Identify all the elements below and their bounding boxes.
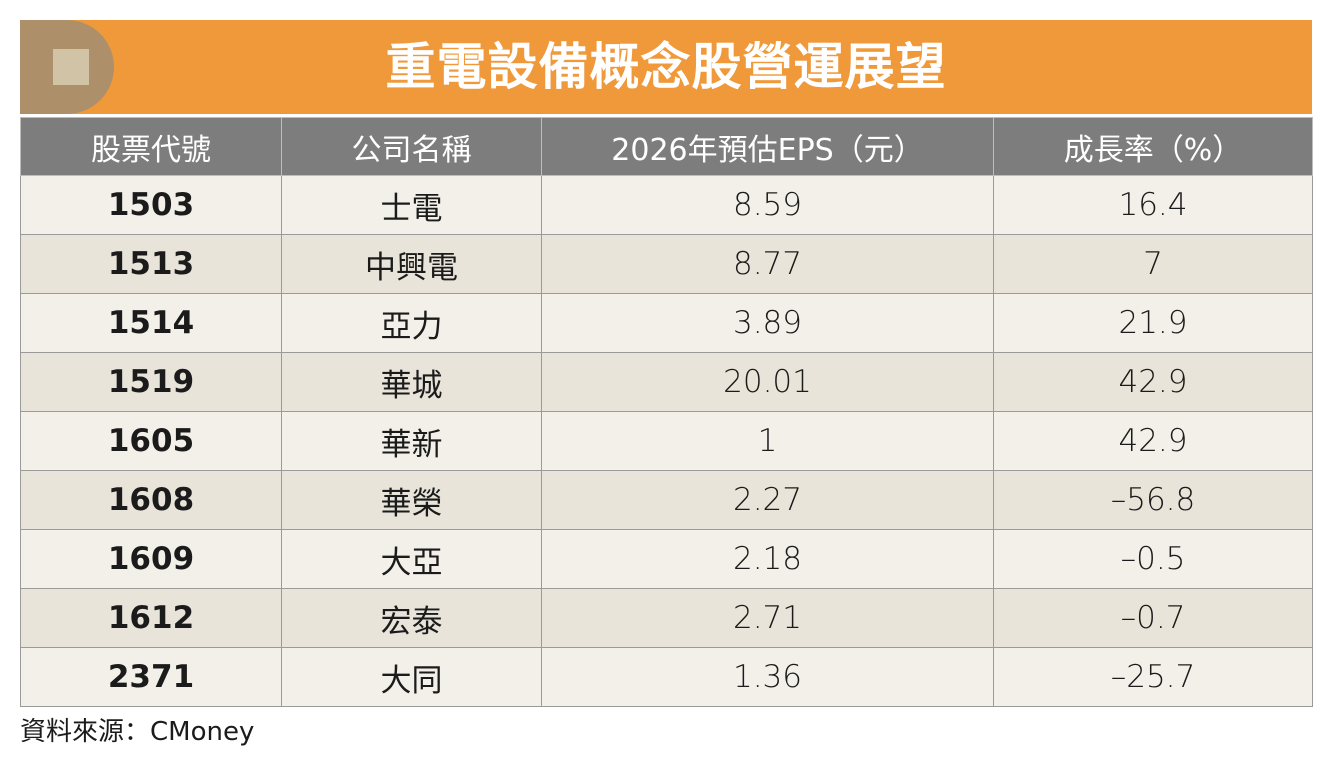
eps-cell: 2.18 <box>541 529 994 589</box>
eps-cell: 1 <box>541 411 994 471</box>
company-name-cell: 華新 <box>281 411 542 471</box>
eps-cell: 2.71 <box>541 588 994 648</box>
title-banner: 重電設備概念股營運展望 <box>20 20 1312 114</box>
stock-code-cell: 1503 <box>20 175 282 235</box>
company-name-cell: 華城 <box>281 352 542 412</box>
column-header-eps-estimate: 2026年預估EPS（元） <box>541 117 994 176</box>
table-header-row: 股票代號 公司名稱 2026年預估EPS（元） 成長率（%） <box>20 117 1313 176</box>
square-icon <box>53 49 89 85</box>
stock-code-cell: 1519 <box>20 352 282 412</box>
table-row: 1519 華城 20.01 42.9 <box>20 352 1313 412</box>
growth-cell: –25.7 <box>993 647 1313 707</box>
stock-code-cell: 1605 <box>20 411 282 471</box>
stock-code-cell: 1608 <box>20 470 282 530</box>
table-row: 1513 中興電 8.77 7 <box>20 234 1313 294</box>
company-name-cell: 大亞 <box>281 529 542 589</box>
source-note: 資料來源：CMoney <box>20 717 255 747</box>
eps-cell: 1.36 <box>541 647 994 707</box>
growth-cell: 21.9 <box>993 293 1313 353</box>
growth-cell: –0.7 <box>993 588 1313 648</box>
stock-code-cell: 1513 <box>20 234 282 294</box>
growth-cell: 7 <box>993 234 1313 294</box>
table-row: 2371 大同 1.36 –25.7 <box>20 647 1313 707</box>
company-name-cell: 中興電 <box>281 234 542 294</box>
company-name-cell: 宏泰 <box>281 588 542 648</box>
stock-code-cell: 2371 <box>20 647 282 707</box>
table-row: 1605 華新 1 42.9 <box>20 411 1313 471</box>
growth-cell: 16.4 <box>993 175 1313 235</box>
company-name-cell: 大同 <box>281 647 542 707</box>
company-name-cell: 華榮 <box>281 470 542 530</box>
column-header-growth-rate: 成長率（%） <box>993 117 1313 176</box>
table-row: 1609 大亞 2.18 –0.5 <box>20 529 1313 589</box>
page-title: 重電設備概念股營運展望 <box>385 38 947 96</box>
stock-code-cell: 1612 <box>20 588 282 648</box>
eps-cell: 8.59 <box>541 175 994 235</box>
growth-cell: 42.9 <box>993 352 1313 412</box>
eps-cell: 3.89 <box>541 293 994 353</box>
eps-cell: 2.27 <box>541 470 994 530</box>
column-header-stock-code: 股票代號 <box>20 117 282 176</box>
eps-cell: 8.77 <box>541 234 994 294</box>
stock-code-cell: 1609 <box>20 529 282 589</box>
eps-cell: 20.01 <box>541 352 994 412</box>
table-row: 1503 士電 8.59 16.4 <box>20 175 1313 235</box>
company-name-cell: 士電 <box>281 175 542 235</box>
growth-cell: 42.9 <box>993 411 1313 471</box>
table-row: 1514 亞力 3.89 21.9 <box>20 293 1313 353</box>
table-row: 1608 華榮 2.27 –56.8 <box>20 470 1313 530</box>
growth-cell: –56.8 <box>993 470 1313 530</box>
table-row: 1612 宏泰 2.71 –0.7 <box>20 588 1313 648</box>
stock-code-cell: 1514 <box>20 293 282 353</box>
banner-tab-decoration <box>20 20 114 114</box>
growth-cell: –0.5 <box>993 529 1313 589</box>
company-name-cell: 亞力 <box>281 293 542 353</box>
eps-outlook-table: 股票代號 公司名稱 2026年預估EPS（元） 成長率（%） 1503 士電 8… <box>20 117 1313 707</box>
column-header-company-name: 公司名稱 <box>281 117 542 176</box>
